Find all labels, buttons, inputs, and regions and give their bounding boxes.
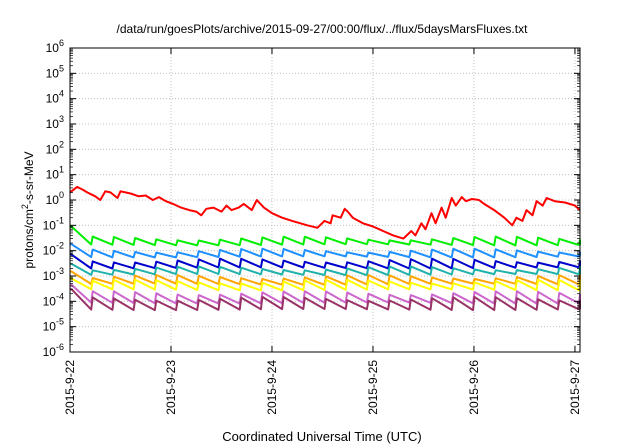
x-tick-label: 2015-9-22 — [63, 360, 77, 415]
series-group — [69, 185, 581, 312]
y-tick-label: 10-3 — [43, 266, 64, 283]
x-tick-label: 2015-9-27 — [568, 360, 582, 415]
chart-title: /data/run/goesPlots/archive/2015-09-27/0… — [117, 22, 529, 36]
y-tick-label: 101 — [46, 165, 64, 182]
y-tick-label: 10-5 — [43, 317, 64, 334]
y-tick-label: 105 — [46, 63, 64, 80]
y-tick-label: 104 — [46, 89, 64, 106]
y-tick-label: 102 — [46, 139, 64, 156]
series-line-8 — [70, 283, 581, 305]
y-tick-label: 10-6 — [43, 342, 64, 359]
y-tick-label: 106 — [46, 38, 64, 55]
y-tick-label: 103 — [46, 114, 64, 131]
x-axis-label: Coordinated Universal Time (UTC) — [222, 429, 421, 444]
series-line-9 — [70, 288, 581, 312]
x-tick-label: 2015-9-24 — [265, 360, 279, 415]
series-line-3 — [70, 243, 581, 259]
y-axis-label: protons/cm2-s-sr-MeV — [20, 151, 36, 268]
series-line-7 — [70, 277, 581, 292]
series-line-5 — [70, 262, 581, 277]
series-line-4 — [70, 253, 581, 270]
y-tick-label: 10-4 — [43, 291, 64, 308]
x-tick-label: 2015-9-25 — [366, 360, 380, 415]
y-tick-label: 10-2 — [43, 241, 64, 258]
x-tick-label: 2015-9-26 — [467, 360, 481, 415]
series-line-1 — [69, 185, 581, 240]
y-tick-label: 10-1 — [43, 215, 64, 232]
y-tick-label: 100 — [46, 190, 64, 207]
x-tick-label: 2015-9-23 — [164, 360, 178, 415]
series-line-2 — [70, 225, 581, 247]
